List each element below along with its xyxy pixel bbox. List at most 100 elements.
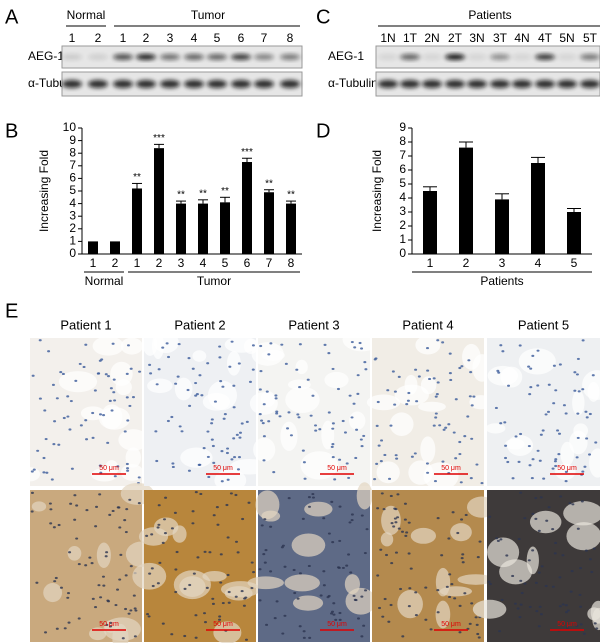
lane-label: 2 (143, 31, 150, 45)
nucleus (466, 415, 470, 418)
x-tick-label: 8 (288, 256, 295, 270)
nucleus (556, 429, 560, 432)
nucleus (360, 444, 364, 448)
nucleus (568, 502, 572, 505)
nucleus (52, 443, 56, 446)
tissue-texture (366, 394, 401, 411)
bar (154, 148, 164, 254)
nucleus (552, 402, 556, 405)
lane-label: 2 (95, 31, 102, 45)
nucleus (31, 374, 35, 377)
nucleus (69, 399, 73, 403)
nucleus (507, 384, 511, 387)
nucleus (449, 378, 453, 382)
bar (459, 147, 473, 254)
tissue-texture (173, 570, 211, 600)
nucleus (414, 591, 418, 594)
nucleus (558, 605, 562, 608)
nucleus (539, 433, 543, 436)
nucleus (360, 595, 364, 598)
nucleus (436, 381, 440, 384)
nucleus (569, 590, 573, 593)
nucleus (513, 602, 517, 605)
nucleus (267, 353, 271, 356)
blot-band (535, 80, 555, 88)
nucleus (75, 537, 79, 540)
nucleus (348, 521, 352, 524)
nucleus (428, 377, 432, 381)
nucleus (116, 465, 120, 468)
tissue-texture (526, 546, 539, 575)
tissue-texture (247, 576, 284, 590)
nucleus (67, 591, 71, 595)
nucleus (345, 564, 349, 567)
nucleus (192, 572, 196, 575)
nucleus (68, 428, 72, 431)
nucleus (99, 413, 103, 416)
nucleus (147, 615, 151, 618)
blot-band (467, 54, 487, 60)
nucleus (441, 341, 445, 344)
nucleus (544, 413, 548, 416)
nucleus (331, 455, 335, 459)
y-tick-label: 8 (69, 145, 76, 159)
nucleus (165, 342, 169, 345)
nucleus (322, 570, 326, 573)
nucleus (260, 419, 264, 422)
nucleus (30, 491, 34, 495)
nucleus (265, 623, 269, 626)
nucleus (259, 344, 263, 348)
nucleus (232, 384, 236, 387)
bar (531, 163, 545, 254)
nucleus (186, 388, 190, 392)
nucleus (59, 586, 63, 589)
panel-label: A (5, 6, 19, 28)
nucleus (535, 610, 539, 613)
nucleus (426, 369, 430, 372)
group-label: Tumor (197, 274, 231, 288)
nucleus (263, 561, 267, 564)
nucleus (546, 410, 550, 413)
nucleus (399, 587, 403, 591)
blot-band (136, 54, 156, 60)
nucleus (220, 480, 224, 483)
nucleus (38, 397, 42, 400)
nucleus (534, 581, 538, 584)
nucleus (88, 556, 92, 559)
tissue-texture (529, 510, 562, 534)
nucleus (458, 440, 462, 444)
y-tick-label: 10 (63, 120, 77, 134)
nucleus (133, 607, 137, 610)
scale-bar-label: 50 μm (99, 621, 119, 628)
nucleus (177, 342, 181, 346)
nucleus (242, 604, 246, 607)
nucleus (319, 594, 323, 597)
nucleus (194, 381, 198, 385)
nucleus (230, 340, 234, 343)
nucleus (585, 437, 589, 440)
y-tick-label: 5 (399, 176, 406, 190)
nucleus (553, 460, 557, 463)
nucleus (362, 434, 366, 438)
x-tick-label: 3 (499, 256, 506, 270)
nucleus (394, 454, 398, 457)
y-tick-label: 6 (69, 171, 76, 185)
tissue-texture (291, 533, 326, 557)
tissue-texture (487, 537, 520, 568)
nucleus (565, 626, 569, 629)
nucleus (338, 611, 342, 615)
nucleus (350, 513, 354, 516)
nucleus (504, 456, 508, 460)
nucleus (258, 599, 262, 602)
nucleus (43, 409, 47, 412)
nucleus (355, 428, 359, 431)
nucleus (436, 589, 440, 592)
nucleus (171, 462, 175, 465)
nucleus (132, 594, 136, 597)
nucleus (219, 379, 223, 383)
nucleus (188, 583, 192, 587)
nucleus (124, 530, 128, 534)
nucleus (157, 523, 161, 526)
nucleus (51, 383, 55, 386)
nucleus (125, 396, 129, 399)
